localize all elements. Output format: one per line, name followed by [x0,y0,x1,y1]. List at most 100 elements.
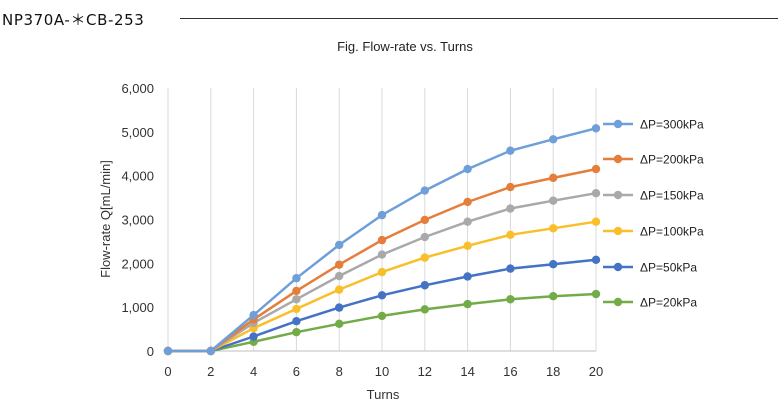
legend-marker [613,262,623,272]
data-point [249,332,258,341]
x-tick-label: 12 [418,364,432,379]
legend-entry-5: ΔP=20kPa [603,296,697,310]
x-tick-label: 8 [336,364,343,379]
data-point [249,310,258,320]
data-point [420,305,429,314]
data-point [549,196,558,205]
data-point [506,264,515,273]
legend-entry-2: ΔP=150kPa [603,189,704,203]
y-tick-label: 1,000 [121,300,154,315]
data-point [335,285,344,294]
x-tick-label: 16 [503,364,517,379]
legend: ΔP=300kPa ΔP=200kPa ΔP=150kPa ΔP=100kPa ΔP=5… [603,118,704,310]
x-tick-label: 2 [207,364,214,379]
data-point [549,224,558,233]
data-point [591,217,601,226]
data-point [292,286,301,296]
data-point [420,253,429,262]
data-point [377,250,387,259]
data-point [420,232,429,242]
x-tick-label: 6 [293,364,300,379]
data-point [163,346,173,356]
data-point [420,215,429,225]
data-point [292,274,301,283]
data-point [506,230,515,240]
data-point [506,204,515,213]
x-tick-label: 10 [375,364,389,379]
x-tick-label: 4 [250,364,257,379]
data-point [591,289,601,299]
legend-entry-0: ΔP=300kPa [603,118,704,132]
data-point [335,271,344,281]
data-point [506,146,515,155]
data-point [463,272,472,281]
data-point [335,240,344,250]
series-group [163,124,601,356]
x-tick-label: 14 [460,364,474,379]
data-point [335,303,344,312]
data-point [292,304,301,314]
legend-entry-3: ΔP=100kPa [603,225,704,239]
data-point [549,135,558,144]
data-point [463,217,472,226]
data-point [377,235,387,245]
legend-label: ΔP=150kPa [640,189,704,203]
legend-label: ΔP=20kPa [640,296,697,310]
data-point [506,295,515,304]
data-point [591,164,601,174]
legend-marker [613,119,623,129]
data-point [463,241,472,250]
data-point [420,281,429,290]
series-4 [163,255,601,356]
legend-marker [613,154,623,164]
x-tick-label: 20 [589,364,603,379]
data-point [549,173,558,183]
data-point [377,291,387,300]
data-point [463,197,472,207]
x-axis-label: Turns [367,387,400,402]
axes: 0 2 4 6 8 10 12 14 16 18 20 0 1,000 2,000 3,000 4,000 5,… [121,81,603,379]
data-point [591,255,601,265]
y-tick-label: 6,000 [121,81,154,96]
data-point [549,292,558,301]
y-tick-label: 4,000 [121,169,154,184]
y-tick-label: 5,000 [121,125,154,140]
legend-label: ΔP=200kPa [640,153,704,167]
data-point [549,260,558,269]
data-point [377,311,387,321]
document-code: NP370A-＊CB-253 [2,11,145,29]
y-tick-label: 0 [147,344,154,359]
series-1 [163,164,601,356]
legend-marker [613,226,623,236]
data-point [206,346,215,356]
data-point [335,260,344,269]
y-tick-label: 3,000 [121,213,154,228]
legend-label: ΔP=50kPa [640,261,697,275]
data-point [463,299,472,309]
data-point [506,182,515,192]
series-0 [163,124,601,356]
document-header: NP370A-＊CB-253 [0,9,781,33]
data-point [420,186,429,195]
legend-marker [613,190,623,200]
y-tick-label: 2,000 [121,256,154,271]
data-point [292,327,301,337]
y-axis-label: Flow-rate Q[mL/min] [98,160,113,278]
grid-lines [167,88,597,351]
data-point [591,189,601,198]
legend-marker [613,297,623,307]
legend-label: ΔP=100kPa [640,225,704,239]
data-point [335,319,344,329]
data-point [377,267,387,277]
chart-title: Fig. Flow-rate vs. Turns [337,39,473,54]
legend-label: ΔP=300kPa [640,118,704,132]
header-rule [180,18,778,19]
data-point [377,210,387,220]
legend-entry-4: ΔP=50kPa [603,261,697,275]
data-point [463,164,472,174]
data-point [292,295,301,304]
x-tick-label: 0 [164,364,171,379]
x-tick-label: 18 [546,364,560,379]
legend-entry-1: ΔP=200kPa [603,153,704,167]
